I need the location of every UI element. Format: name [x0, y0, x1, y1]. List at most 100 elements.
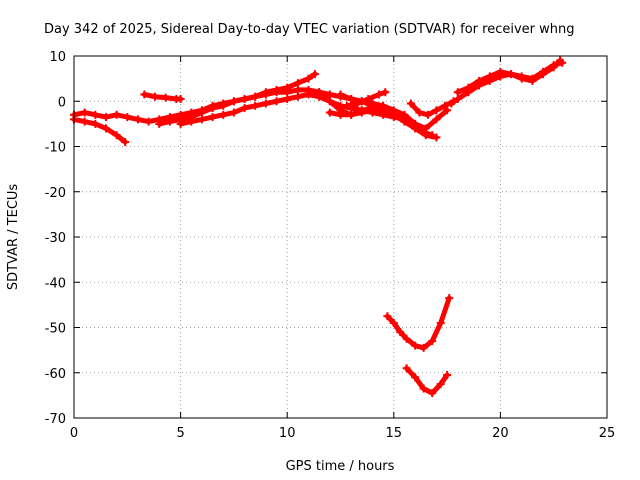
data-point [364, 94, 373, 103]
series-track-4 [156, 71, 318, 127]
data-point [208, 104, 217, 113]
x-tick-label: 10 [279, 426, 296, 441]
series-track-11 [448, 60, 565, 106]
data-point [374, 90, 383, 99]
data-point [464, 83, 473, 92]
data-point [423, 110, 432, 119]
x-tick-label: 0 [70, 426, 78, 441]
data-point [261, 88, 270, 97]
chart-title: Day 342 of 2025, Sidereal Day-to-day VTE… [44, 22, 575, 37]
data-point [445, 294, 454, 303]
data-point [80, 117, 89, 126]
data-point [325, 108, 334, 117]
data-point [91, 110, 100, 119]
data-point [325, 90, 334, 99]
y-tick-label: -30 [45, 231, 66, 246]
y-tick-label: -20 [45, 186, 66, 201]
data-point [187, 117, 196, 126]
data-point [428, 337, 437, 346]
data-point [80, 108, 89, 117]
data-point [443, 371, 452, 380]
data-point [161, 93, 170, 102]
data-point [411, 373, 420, 382]
data-point [381, 88, 390, 97]
data-point [432, 106, 441, 115]
data-point [400, 117, 409, 126]
data-point [304, 90, 313, 99]
data-point [411, 124, 420, 133]
data-point [283, 94, 292, 103]
data-point [176, 119, 185, 128]
data-point [336, 110, 345, 119]
data-point [112, 131, 121, 140]
data-point [310, 70, 319, 79]
data-point [507, 70, 516, 79]
data-point [144, 117, 153, 126]
data-point [496, 67, 505, 76]
y-tick-label: -60 [45, 367, 66, 382]
data-point [272, 85, 281, 94]
data-point [165, 117, 174, 126]
data-point [101, 124, 110, 133]
data-point [240, 94, 249, 103]
data-point [133, 115, 142, 124]
y-tick-label: -70 [45, 412, 66, 427]
data-point [261, 99, 270, 108]
data-series [70, 56, 567, 398]
data-point [304, 74, 313, 83]
data-point [539, 70, 548, 79]
data-point [428, 389, 437, 398]
data-point [406, 99, 415, 108]
data-point [411, 341, 420, 350]
data-point [101, 113, 110, 122]
data-point [229, 97, 238, 106]
data-point [208, 113, 217, 122]
data-point [112, 110, 121, 119]
data-point [155, 119, 164, 128]
data-point [229, 108, 238, 117]
data-point [347, 110, 356, 119]
y-tick-label: -40 [45, 276, 66, 291]
data-point [347, 94, 356, 103]
data-point [389, 318, 398, 327]
data-point [432, 133, 441, 142]
y-tick-label: -50 [45, 322, 66, 337]
data-point [283, 83, 292, 92]
data-point [453, 94, 462, 103]
x-tick-label: 25 [599, 426, 616, 441]
data-point [436, 318, 445, 327]
data-point [293, 79, 302, 88]
x-axis-label: GPS time / hours [286, 459, 395, 474]
data-point [368, 104, 377, 113]
data-point [272, 97, 281, 106]
data-point [400, 110, 409, 119]
data-point [151, 92, 160, 101]
data-point [293, 92, 302, 101]
data-point [197, 115, 206, 124]
data-point [528, 76, 537, 85]
data-point [342, 101, 351, 110]
series-track-7 [338, 92, 435, 138]
data-point [389, 110, 398, 119]
grid-lines [74, 56, 607, 418]
x-axis-ticks: 0 5 10 15 20 25 [70, 56, 615, 441]
data-point [140, 90, 149, 99]
data-point [123, 113, 132, 122]
data-point [219, 101, 228, 110]
data-point [485, 72, 494, 81]
data-point [419, 343, 428, 352]
data-point [336, 90, 345, 99]
data-point [421, 131, 430, 140]
data-point [293, 85, 302, 94]
data-point [219, 110, 228, 119]
data-point [251, 92, 260, 101]
data-point [402, 334, 411, 343]
data-point [383, 312, 392, 321]
data-point [436, 380, 445, 389]
data-point [443, 106, 452, 115]
data-point [197, 108, 206, 117]
series-track-14 [404, 365, 450, 396]
data-point [91, 119, 100, 128]
y-tick-label: 0 [58, 95, 66, 110]
data-point [432, 115, 441, 124]
